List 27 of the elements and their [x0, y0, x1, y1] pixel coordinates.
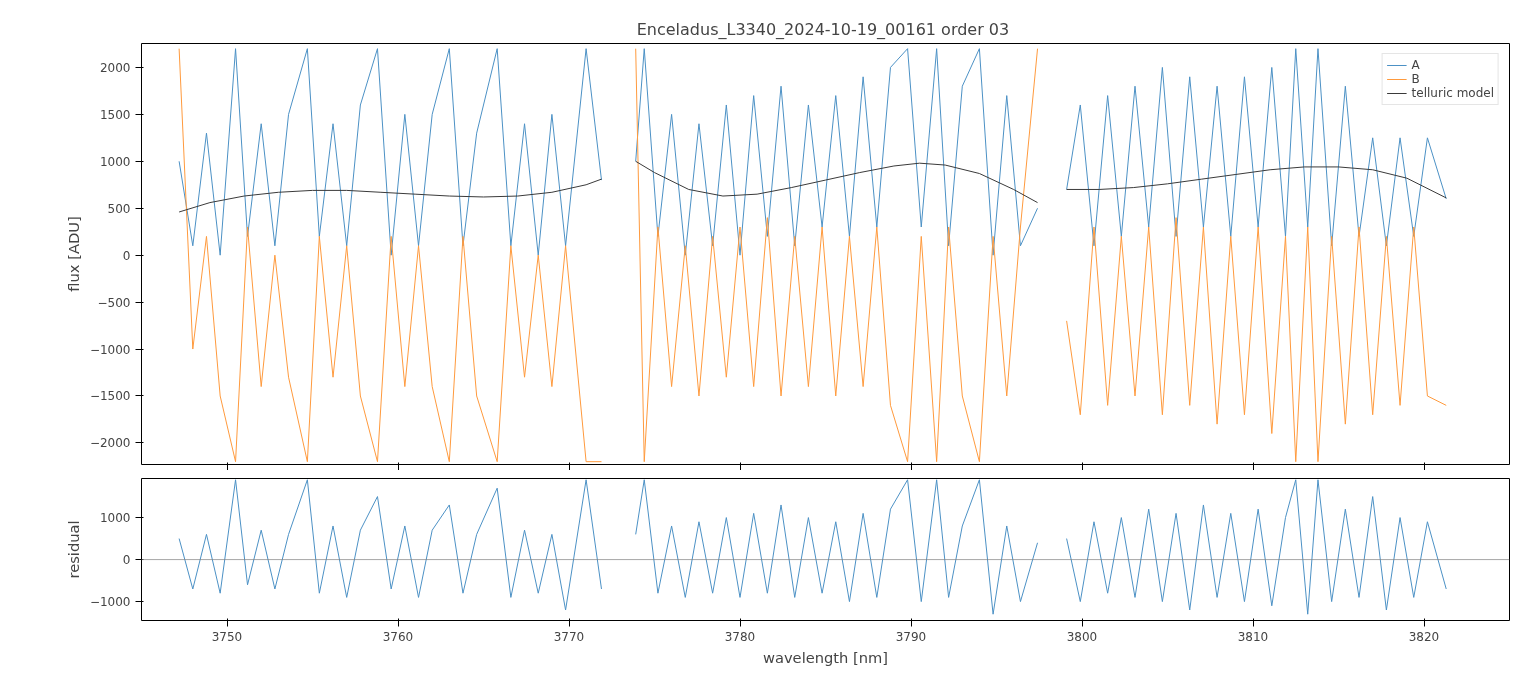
y-tick-label: −500	[97, 295, 131, 310]
y-tick-label: 1000	[99, 511, 131, 526]
y-tick-label: 1000	[99, 154, 131, 169]
x-tick-label: 3780	[724, 629, 756, 644]
y-tick-label: 1500	[99, 107, 131, 122]
y-axis-title: flux [ADU]	[64, 216, 82, 292]
y-tick-label: 500	[107, 201, 131, 216]
y-tick-label: −2000	[89, 436, 131, 451]
y-tick-label: 0	[122, 248, 131, 263]
x-tick-label: 3810	[1237, 629, 1269, 644]
y-axis-title: residual	[64, 520, 82, 579]
x-tick-label: 3790	[895, 629, 927, 644]
chart-title: Enceladus_L3340_2024-10-19_00161 order 03	[636, 19, 1010, 40]
x-axis-title: wavelength [nm]	[762, 648, 889, 666]
x-tick-label: 3770	[553, 629, 585, 644]
x-tick-label: 3800	[1066, 629, 1098, 644]
y-tick-label: −1000	[89, 595, 131, 610]
y-tick-label: 2000	[99, 60, 131, 75]
x-tick-label: 3750	[211, 629, 243, 644]
y-tick-label: −1500	[89, 389, 131, 404]
x-tick-label: 3820	[1408, 629, 1440, 644]
y-tick-label: −1000	[89, 342, 131, 357]
legend-label: A	[1411, 58, 1421, 72]
legend-label: telluric model	[1411, 86, 1494, 100]
legend-label: B	[1411, 72, 1421, 86]
y-tick-label: 0	[122, 553, 131, 568]
x-tick-label: 3760	[382, 629, 414, 644]
